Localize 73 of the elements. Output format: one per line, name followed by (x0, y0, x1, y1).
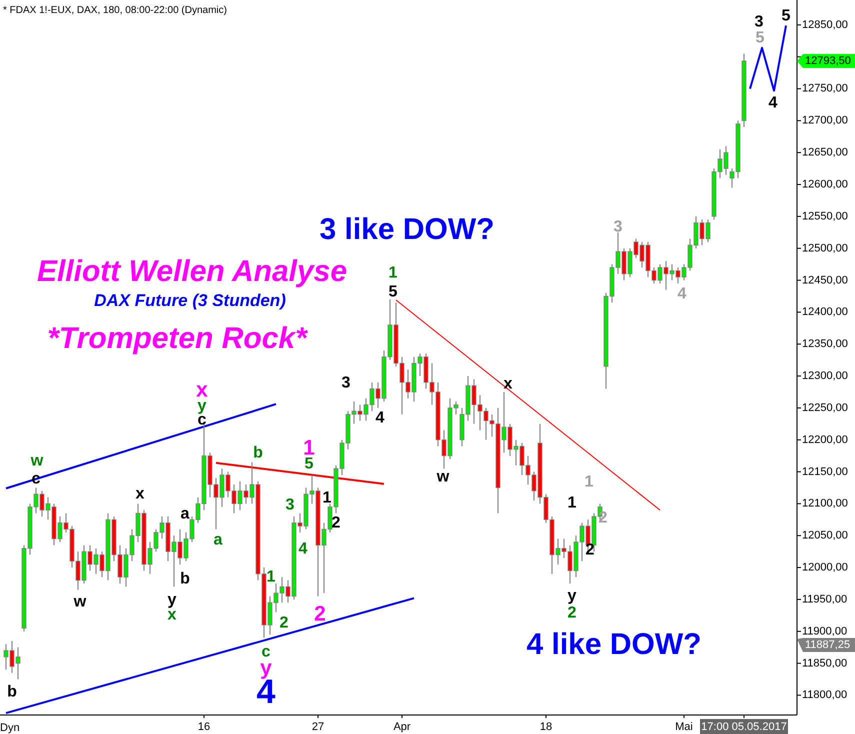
annotation: w (436, 468, 450, 486)
y-tick-label: 12250,00 (802, 402, 848, 414)
annotation: 2 (586, 542, 595, 558)
annotation: 2 (280, 614, 289, 632)
y-tick-label: 12100,00 (802, 498, 848, 510)
annotation: b (180, 570, 190, 588)
annotation: 1 (388, 264, 398, 282)
y-tick-label: 12750,00 (802, 82, 848, 95)
text: DAX Future (3 Stunden) (94, 291, 286, 310)
annotation: a (180, 506, 190, 522)
text: 11887,25 (805, 639, 850, 651)
y-tick-label: 12300,00 (802, 370, 848, 382)
annotation: 4 (298, 540, 308, 558)
y-tick-label: 12500,00 (802, 242, 848, 254)
x-tick-label: 27 (312, 721, 324, 733)
text: 12793,50 (805, 55, 851, 67)
annotation: w (72, 594, 87, 610)
annotation: 3 like DOW? (319, 213, 495, 246)
y-tick-label: 12350,00 (802, 338, 848, 350)
y-tick-label: 12150,00 (802, 466, 848, 478)
y-tick-label: 11800,00 (802, 689, 848, 702)
annotation: 1 (322, 490, 332, 506)
annotation: y (168, 592, 177, 608)
annotation: 1 (568, 494, 577, 512)
annotation: 5 (304, 456, 314, 472)
annotation: 4 like DOW? (526, 628, 702, 661)
annotation: 4 (376, 410, 385, 426)
y-tick-label: 12450,00 (802, 274, 848, 286)
text: Elliott Wellen Analyse (36, 255, 348, 288)
annotation: 1 (266, 568, 276, 586)
annotation: 3 (614, 218, 623, 236)
annotation: 2 (332, 514, 341, 532)
x-tick-label: 16 (198, 721, 210, 733)
annotation: 3 (342, 374, 351, 392)
annotation: a (214, 532, 223, 548)
y-tick-label: 12400,00 (802, 306, 848, 318)
annotation: 2 (314, 602, 326, 626)
annotation: c (262, 644, 271, 660)
annotation: x (136, 486, 145, 502)
y-tick-label: 11950,00 (802, 593, 848, 606)
x-tick-label: Mai (675, 721, 693, 733)
y-tick-label: 12050,00 (802, 530, 848, 542)
annotation: 4 (768, 94, 778, 112)
y-tick-label: 12550,00 (802, 210, 848, 222)
annotation: 5 (388, 284, 398, 300)
y-tick-label: 11850,00 (802, 657, 848, 670)
y-tick-label: 11900,00 (802, 625, 848, 638)
annotation: w (30, 452, 44, 470)
x-tick-label: 17:00 05.05.2017 (701, 721, 787, 733)
y-tick-label: 12200,00 (802, 434, 848, 446)
annotation: x (504, 376, 513, 392)
text: Dyn (0, 722, 20, 734)
y-tick-label: 12000,00 (802, 562, 848, 574)
annotation: 5 (756, 30, 765, 46)
annotation: 1 (584, 474, 594, 490)
annotation: b (7, 684, 18, 700)
annotation: 3 (286, 496, 295, 514)
y-tick-label: 12650,00 (802, 146, 848, 159)
x-tick-label: 18 (540, 721, 552, 733)
annotation: 4 (678, 286, 687, 302)
annotation: 2 (598, 510, 608, 526)
annotation: * FDAX 1!-EUX, DAX, 180, 08:00-22:00 (Dynamic) (3, 5, 227, 16)
annotation: y (568, 588, 577, 604)
y-tick-label: 12600,00 (802, 178, 848, 190)
annotation: 2 (568, 604, 577, 622)
y-tick-label: 12850,00 (802, 18, 848, 31)
x-tick-label: Apr (393, 721, 411, 733)
annotation: *Trompeten Rock* (47, 322, 308, 355)
annotation: x (168, 606, 177, 624)
annotation: 3 (754, 14, 764, 30)
annotation: 5 (782, 8, 791, 24)
y-tick-label: 12700,00 (802, 114, 848, 127)
annotation: b (253, 444, 264, 462)
